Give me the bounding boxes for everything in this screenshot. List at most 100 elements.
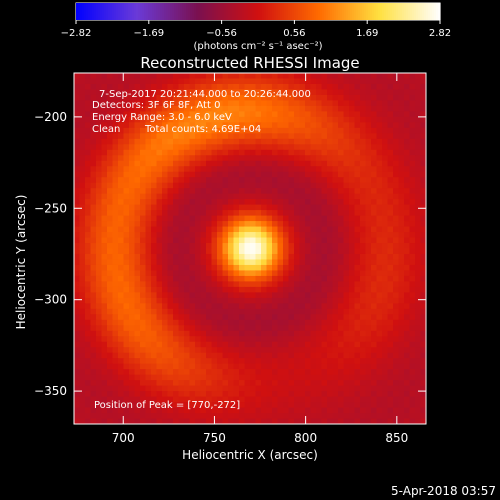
image-pixel bbox=[134, 297, 141, 304]
image-pixel bbox=[338, 226, 344, 233]
image-pixel bbox=[349, 199, 355, 206]
image-pixel bbox=[101, 347, 108, 354]
image-pixel bbox=[305, 243, 311, 249]
image-pixel bbox=[85, 358, 91, 365]
image-pixel bbox=[387, 352, 394, 359]
image-pixel bbox=[321, 100, 328, 107]
image-pixel bbox=[310, 221, 317, 228]
image-pixel bbox=[382, 133, 388, 140]
image-pixel bbox=[123, 264, 130, 271]
image-pixel bbox=[167, 374, 174, 381]
image-pixel bbox=[151, 336, 157, 343]
image-pixel bbox=[217, 127, 223, 134]
image-pixel bbox=[420, 204, 427, 211]
image-pixel bbox=[365, 138, 372, 145]
image-pixel bbox=[200, 210, 207, 217]
image-pixel bbox=[415, 270, 421, 277]
image-pixel bbox=[222, 270, 229, 277]
image-pixel bbox=[349, 127, 355, 134]
image-pixel bbox=[244, 199, 251, 206]
image-pixel bbox=[118, 281, 124, 288]
image-pixel bbox=[376, 248, 383, 255]
image-pixel bbox=[371, 155, 377, 162]
image-pixel bbox=[310, 396, 317, 403]
image-pixel bbox=[222, 347, 229, 354]
image-pixel bbox=[96, 100, 102, 107]
image-pixel bbox=[195, 369, 201, 376]
image-pixel bbox=[382, 160, 388, 167]
image-pixel bbox=[195, 232, 201, 239]
image-pixel bbox=[184, 325, 190, 332]
image-pixel bbox=[85, 166, 91, 173]
image-pixel bbox=[96, 171, 102, 178]
image-pixel bbox=[387, 193, 394, 200]
image-pixel bbox=[409, 308, 416, 315]
image-pixel bbox=[382, 413, 388, 420]
image-pixel bbox=[338, 210, 344, 217]
image-pixel bbox=[178, 144, 185, 151]
image-pixel bbox=[255, 73, 262, 79]
image-pixel bbox=[96, 341, 102, 348]
image-pixel bbox=[178, 221, 185, 228]
image-pixel bbox=[85, 281, 91, 288]
image-pixel bbox=[107, 232, 113, 239]
image-pixel bbox=[371, 111, 377, 118]
image-pixel bbox=[156, 232, 163, 239]
image-pixel bbox=[420, 380, 427, 387]
image-pixel bbox=[376, 105, 383, 112]
colorbar-swatch bbox=[372, 3, 375, 20]
image-pixel bbox=[112, 303, 119, 310]
image-pixel bbox=[409, 204, 416, 211]
image-pixel bbox=[206, 243, 212, 249]
image-pixel bbox=[338, 275, 344, 282]
colorbar-swatch bbox=[76, 3, 79, 20]
image-pixel bbox=[255, 122, 262, 129]
image-pixel bbox=[239, 292, 245, 299]
image-pixel bbox=[85, 347, 91, 354]
image-pixel bbox=[343, 116, 350, 123]
image-pixel bbox=[415, 210, 421, 217]
image-pixel bbox=[283, 253, 289, 260]
image-pixel bbox=[195, 237, 201, 244]
image-pixel bbox=[261, 336, 267, 343]
image-pixel bbox=[398, 204, 405, 211]
image-pixel bbox=[305, 171, 311, 178]
image-pixel bbox=[189, 144, 196, 151]
image-pixel bbox=[107, 407, 113, 414]
image-pixel bbox=[310, 314, 317, 321]
image-pixel bbox=[85, 160, 91, 167]
image-pixel bbox=[217, 221, 223, 228]
image-pixel bbox=[112, 188, 119, 195]
image-pixel bbox=[415, 149, 421, 156]
image-pixel bbox=[96, 144, 102, 151]
colorbar-swatch bbox=[118, 3, 121, 20]
image-pixel bbox=[140, 226, 146, 233]
image-pixel bbox=[299, 396, 306, 403]
image-pixel bbox=[211, 155, 218, 162]
image-pixel bbox=[404, 243, 410, 249]
image-pixel bbox=[206, 325, 212, 332]
image-pixel bbox=[200, 177, 207, 184]
image-pixel bbox=[343, 308, 350, 315]
image-pixel bbox=[360, 413, 366, 420]
image-pixel bbox=[415, 171, 421, 178]
image-pixel bbox=[118, 166, 124, 173]
image-pixel bbox=[211, 226, 218, 233]
image-pixel bbox=[107, 199, 113, 206]
image-pixel bbox=[167, 89, 174, 96]
image-pixel bbox=[200, 193, 207, 200]
image-pixel bbox=[79, 363, 86, 370]
image-pixel bbox=[261, 270, 267, 277]
image-pixel bbox=[365, 308, 372, 315]
image-pixel bbox=[255, 232, 262, 239]
image-pixel bbox=[382, 259, 388, 266]
image-pixel bbox=[343, 182, 350, 189]
image-pixel bbox=[261, 127, 267, 134]
image-pixel bbox=[129, 358, 135, 365]
image-pixel bbox=[96, 270, 102, 277]
image-pixel bbox=[332, 177, 339, 184]
image-pixel bbox=[327, 215, 333, 222]
image-pixel bbox=[338, 314, 344, 321]
image-pixel bbox=[151, 226, 157, 233]
image-pixel bbox=[354, 226, 361, 233]
